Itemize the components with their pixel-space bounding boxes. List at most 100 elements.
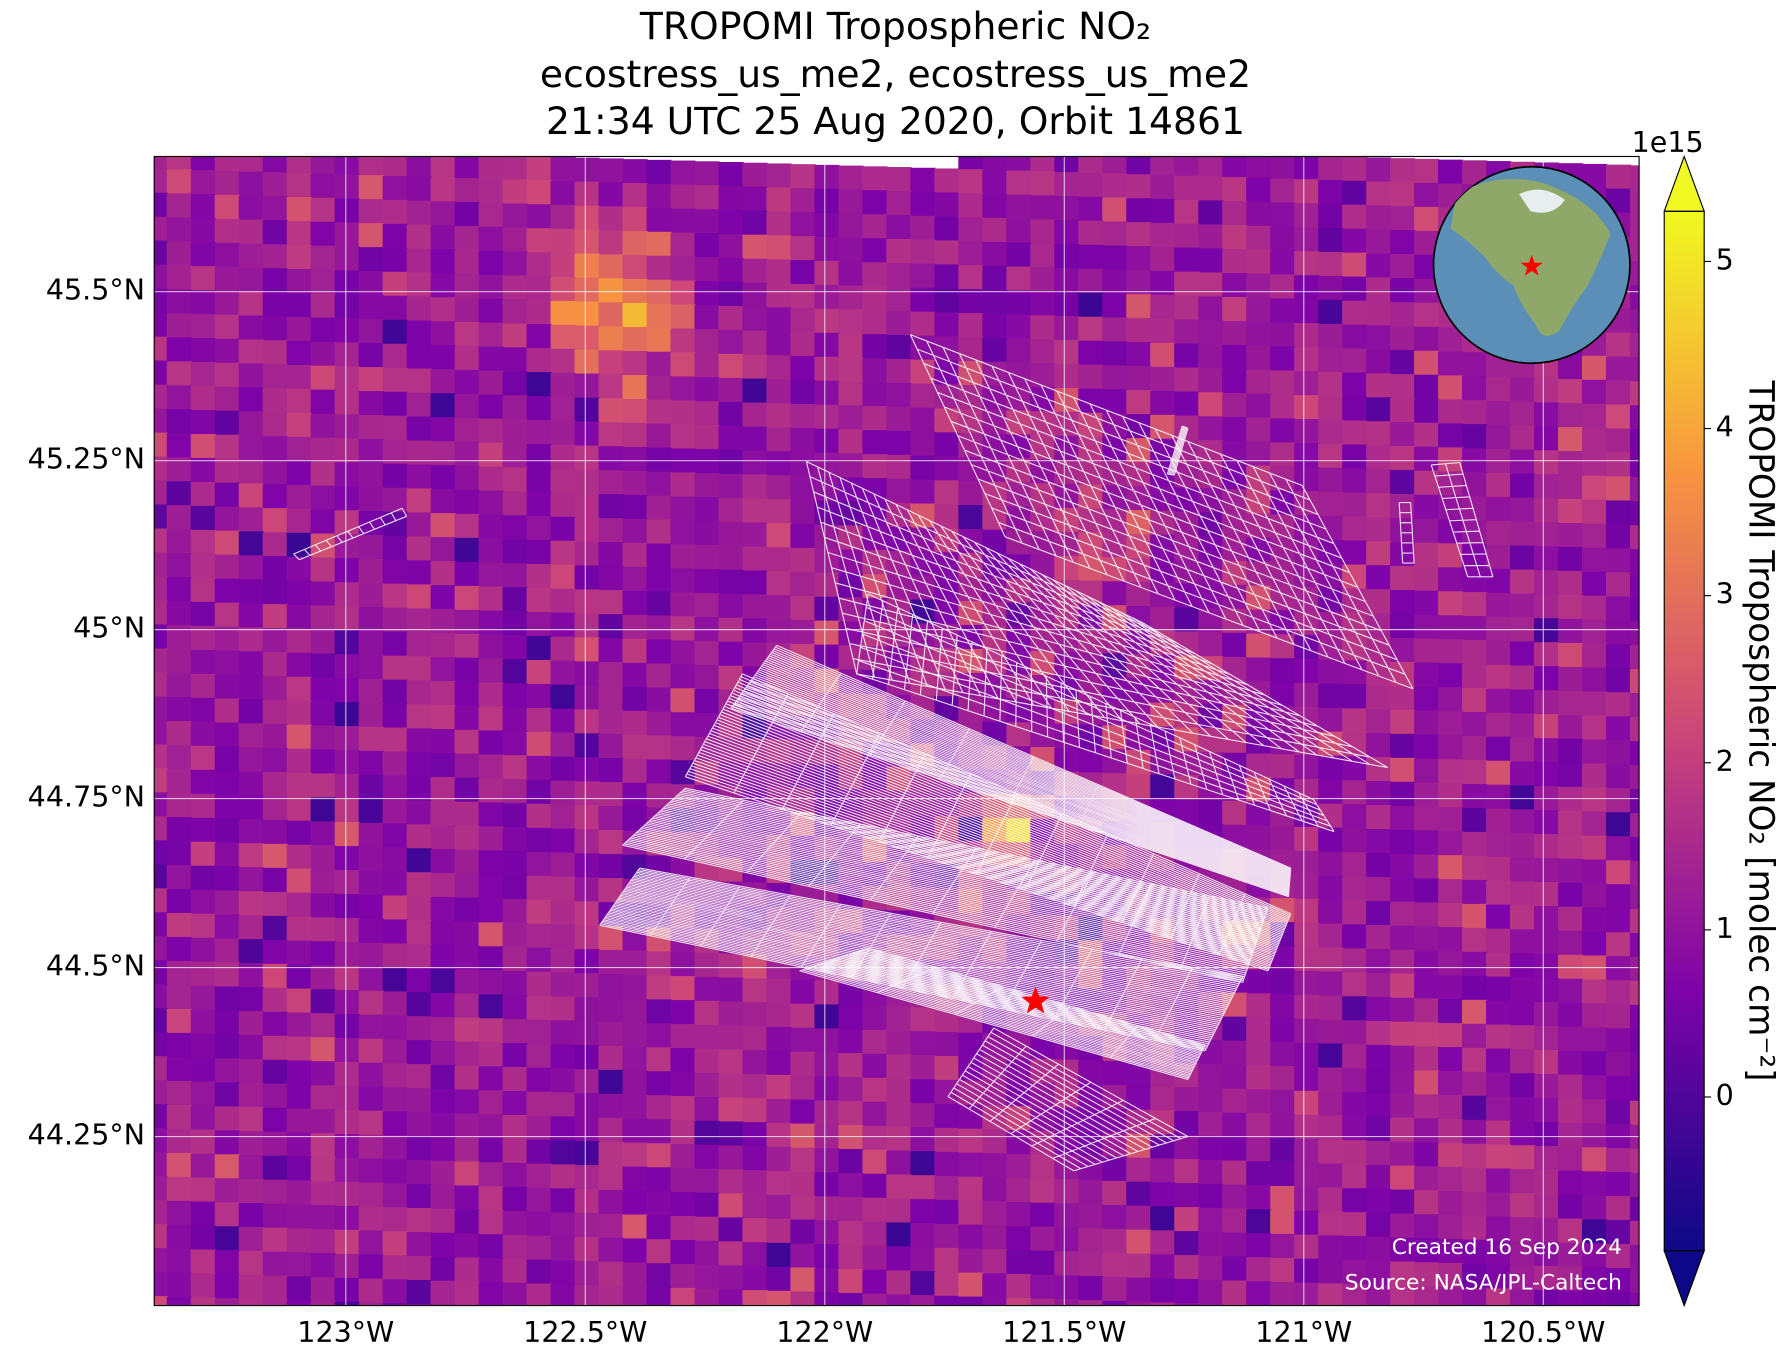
no2-pixel	[1270, 370, 1296, 396]
no2-pixel	[838, 1292, 864, 1306]
no2-pixel	[1006, 290, 1032, 316]
no2-pixel	[1557, 810, 1584, 836]
no2-pixel	[286, 1156, 312, 1182]
no2-pixel	[1006, 386, 1032, 412]
no2-pixel	[382, 895, 408, 921]
no2-pixel	[154, 480, 168, 506]
no2-pixel	[406, 776, 432, 802]
no2-pixel	[1318, 443, 1344, 469]
no2-pixel	[190, 481, 216, 508]
no2-pixel	[502, 1186, 528, 1213]
no2-pixel	[1581, 643, 1608, 669]
no2-pixel	[166, 697, 192, 723]
no2-pixel	[718, 521, 744, 547]
no2-pixel	[1462, 1239, 1488, 1265]
no2-pixel	[742, 594, 768, 620]
no2-pixel	[1438, 423, 1464, 449]
no2-pixel	[1438, 639, 1464, 665]
no2-pixel	[982, 1177, 1008, 1203]
no2-pixel	[838, 573, 864, 599]
no2-pixel	[190, 961, 216, 987]
no2-pixel	[862, 1245, 888, 1271]
no2-pixel	[190, 505, 216, 532]
no2-pixel	[1294, 754, 1320, 781]
no2-pixel	[1270, 970, 1296, 996]
no2-pixel	[154, 456, 168, 482]
no2-pixel	[790, 1171, 816, 1197]
no2-pixel	[1198, 1255, 1224, 1281]
no2-pixel	[1414, 662, 1440, 688]
no2-pixel	[742, 258, 768, 284]
y-tick-label: 44.25°N	[28, 1118, 145, 1152]
no2-pixel	[334, 582, 360, 608]
no2-pixel	[310, 821, 336, 847]
no2-pixel	[166, 913, 192, 939]
no2-pixel	[1270, 394, 1296, 420]
no2-pixel	[334, 702, 360, 728]
no2-pixel	[598, 374, 624, 400]
no2-pixel	[910, 479, 936, 505]
no2-pixel	[1486, 400, 1512, 427]
no2-pixel	[1342, 300, 1368, 326]
no2-pixel	[334, 942, 360, 968]
no2-pixel	[622, 207, 648, 233]
no2-pixel	[214, 1034, 240, 1060]
no2-pixel	[814, 332, 840, 358]
no2-pixel	[430, 1064, 456, 1090]
no2-pixel	[910, 1055, 936, 1081]
no2-pixel	[1366, 733, 1392, 759]
no2-pixel	[502, 156, 528, 181]
no2-pixel	[214, 1082, 240, 1108]
no2-pixel	[886, 1054, 912, 1080]
no2-pixel	[262, 1275, 288, 1301]
no2-pixel	[1510, 473, 1536, 499]
no2-pixel	[430, 800, 456, 827]
no2-pixel	[526, 731, 552, 758]
no2-pixel	[358, 558, 384, 585]
no2-pixel	[1342, 1188, 1368, 1214]
no2-pixel	[862, 382, 888, 408]
no2-pixel	[1510, 1241, 1536, 1267]
no2-pixel	[1006, 170, 1032, 196]
no2-pixel	[526, 611, 552, 638]
no2-pixel	[790, 1291, 816, 1306]
no2-pixel	[1510, 401, 1536, 427]
no2-pixel	[358, 1158, 384, 1184]
no2-pixel	[550, 156, 576, 183]
no2-pixel	[502, 587, 528, 613]
no2-pixel	[310, 156, 336, 175]
no2-pixel	[1581, 787, 1608, 813]
no2-pixel	[1462, 1263, 1488, 1289]
no2-pixel	[1534, 738, 1560, 764]
no2-pixel	[646, 1191, 672, 1217]
no2-pixel	[1629, 860, 1640, 887]
no2-pixel	[334, 1109, 360, 1136]
no2-pixel	[478, 778, 504, 804]
no2-pixel	[1222, 1016, 1248, 1042]
no2-pixel	[214, 218, 240, 244]
no2-pixel	[646, 1167, 672, 1193]
no2-pixel	[790, 475, 816, 502]
no2-pixel	[766, 235, 792, 261]
no2-pixel	[310, 845, 336, 871]
no2-pixel	[1557, 1218, 1584, 1244]
no2-pixel	[622, 303, 648, 329]
no2-pixel	[430, 321, 456, 347]
no2-pixel	[430, 872, 456, 899]
no2-pixel	[238, 156, 264, 173]
no2-pixel	[838, 405, 864, 431]
no2-pixel	[382, 487, 408, 513]
no2-pixel	[814, 1028, 840, 1054]
no2-pixel	[190, 889, 216, 915]
no2-pixel	[334, 894, 360, 920]
no2-pixel	[598, 662, 624, 688]
no2-pixel	[502, 683, 528, 709]
no2-pixel	[814, 1076, 840, 1102]
no2-pixel	[214, 866, 240, 892]
no2-pixel	[1557, 522, 1584, 549]
no2-pixel	[454, 537, 480, 563]
no2-pixel	[1366, 1236, 1392, 1262]
no2-pixel	[1510, 881, 1536, 907]
no2-pixel	[694, 521, 720, 547]
no2-pixel	[1318, 1187, 1344, 1213]
